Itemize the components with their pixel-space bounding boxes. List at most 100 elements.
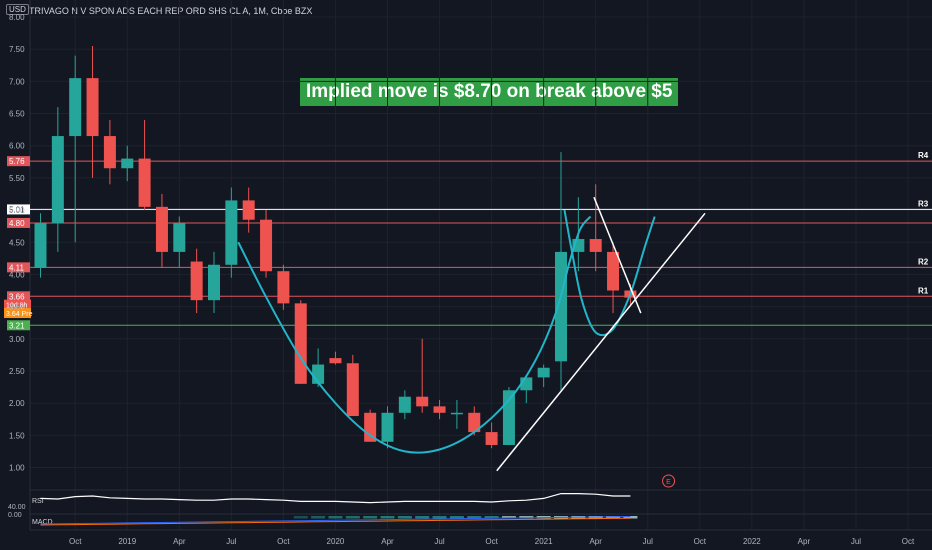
candle-body [329,358,342,364]
candle-body [190,261,203,301]
level-price-tag [7,204,30,215]
level-price-label: 3.66 [9,292,25,301]
macd-bar [293,516,308,519]
x-tick-label: Oct [69,537,82,546]
y-tick-label: 6.00 [9,142,25,151]
candle-body [346,363,359,417]
y-tick-label: 1.50 [9,431,25,440]
x-tick-label: Apr [798,537,811,546]
x-tick-label: Oct [485,537,498,546]
candle-body [34,222,47,268]
candle-body [294,303,307,384]
x-tick-label: Jul [851,537,861,546]
level-price-label: 5.76 [9,157,25,166]
y-tick-label: 5.50 [9,174,25,183]
macd-bar [397,516,412,519]
rsi-line [40,493,631,504]
macd-bar [623,516,638,519]
x-tick-label: 2022 [743,537,761,546]
candle-body [589,239,602,252]
gridlines [29,0,932,530]
y-tick-label: 6.50 [9,110,25,119]
macd-bar [311,516,326,519]
y-tick-label: 7.00 [9,77,25,86]
candle-body [381,412,394,442]
level-tag: R3 [918,199,929,208]
y-tick-label: 2.00 [9,399,25,408]
macd-bar [380,516,395,519]
cup-curve [237,215,592,454]
macd-bar [432,516,447,519]
x-tick-label: Oct [694,537,707,546]
price-tag [4,308,31,319]
y-tick-label: 3.00 [9,335,25,344]
level-tag: R2 [918,257,929,266]
horizontal-levels: 5.76 R4 5.01 R3 4.80 4.11 R2 3.66 R1 3.21 10d 8h3.… [4,151,932,331]
candle-body [485,432,498,445]
y-tick-label: 1.00 [9,464,25,473]
candle-body [138,158,151,207]
candle-body [433,406,446,413]
x-tick-label: Apr [589,537,602,546]
trendline [593,196,642,314]
macd-bar [328,516,343,519]
x-tick-label: Apr [381,537,394,546]
earnings-label: E [666,479,671,486]
candle-body [364,412,377,442]
level-price-tag [7,217,30,228]
level-price-tag [7,291,30,302]
y-tick-label: 4.50 [9,238,25,247]
y-tick-label: 2.50 [9,367,25,376]
level-tag: R1 [918,286,929,295]
rsi-label: RSI [32,498,44,505]
candle-body [416,396,429,407]
price-tag [4,299,31,310]
macd-bar [484,516,499,519]
x-tick-label: Jul [226,537,236,546]
time-axis: Oct 2019 Apr Jul Oct 2020 Apr Jul Oct 2021 Apr Jul O… [30,529,932,546]
level-price-label: 5.01 [9,205,25,214]
x-tick-label: Jul [643,537,653,546]
x-tick-label: 2020 [327,537,345,546]
drawn-curves: E [237,196,706,488]
candle-body [173,222,186,252]
trendline [496,212,706,472]
currency-badge: USD [6,4,29,15]
level-tag: R4 [918,151,929,160]
y-tick-label: 7.50 [9,45,25,54]
candle-body [277,271,290,304]
handle-curve [563,209,656,337]
y-tick-label: 8.00 [9,13,25,22]
price-tag-label: 3.64 Pre [6,311,33,318]
level-price-label: 4.80 [9,219,25,228]
candle-body [450,412,463,415]
candle-body [225,200,238,265]
level-price-label: 3.21 [9,321,25,330]
x-tick-label: 2019 [118,537,136,546]
candle-body [51,136,64,223]
candle-body [555,251,567,362]
macd-bar [415,516,430,519]
x-tick-label: Oct [902,537,915,546]
level-price-tag [7,262,30,273]
macd-label: MACD [32,519,53,526]
candle-body [260,219,273,272]
candle-body [86,78,99,137]
macd-bar [606,516,621,519]
indicator-panes: RSI 40.00 MACD 0.00 [8,489,932,526]
candle-body [121,158,134,169]
y-tick-label: 3.50 [9,303,25,312]
candle-body [398,396,411,413]
x-tick-label: 2021 [535,537,553,546]
level-price-tag [7,320,30,331]
price-tag-label: 10d 8h [6,303,28,310]
candle-body [537,367,550,378]
candle-body [242,200,255,220]
candle-body [208,264,220,301]
candle-body [155,206,168,252]
candle-body [103,136,116,169]
x-tick-label: Oct [277,537,290,546]
macd-bar [467,516,482,519]
macd-bar [501,516,516,519]
